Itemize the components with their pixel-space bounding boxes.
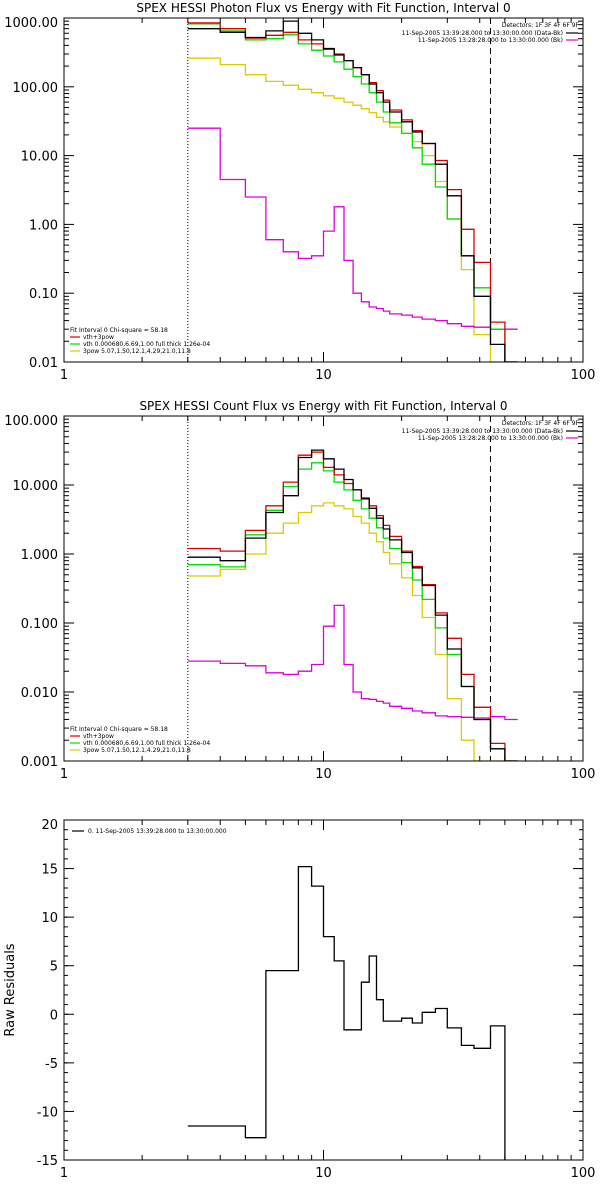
series-line-vth bbox=[187, 462, 518, 761]
y-tick-label: -5 bbox=[45, 1057, 58, 1072]
y-tick-label: 0.010 bbox=[21, 686, 58, 701]
legend-entry: 11-Sep-2005 13:28:28.000 to 13:30:00.000… bbox=[418, 37, 563, 44]
legend-entry: 11-Sep-2005 13:39:28.000 to 13:30:00.000… bbox=[402, 428, 563, 435]
y-tick-label: -10 bbox=[37, 1105, 58, 1120]
series-group bbox=[187, 18, 518, 362]
legend-entry: 3pow 5.07,1.50,12.1,4.29,21.0,11.8 bbox=[83, 747, 191, 754]
legend-entry: 11-Sep-2005 13:39:28.000 to 13:30:00.000… bbox=[402, 30, 563, 37]
y-tick-label: 1.00 bbox=[29, 218, 58, 233]
y-tick-label: 5 bbox=[50, 960, 58, 975]
y-tick-label: 10 bbox=[41, 911, 58, 926]
series-line-bk bbox=[187, 604, 518, 721]
legend-header: Detectors: 1F 3F 4F 6F 9F bbox=[502, 420, 580, 427]
legend-entry: 11-Sep-2005 13:28:28.000 to 13:30:00.000… bbox=[418, 435, 563, 442]
y-tick-label: 10.00 bbox=[21, 150, 58, 165]
y-tick-label: 15 bbox=[41, 863, 58, 878]
x-tick-label: 100 bbox=[571, 767, 596, 782]
chart-title: SPEX HESSI Photon Flux vs Energy with Fi… bbox=[136, 1, 510, 15]
y-tick-label: 100.000 bbox=[4, 414, 58, 429]
chart-title: SPEX HESSI Count Flux vs Energy with Fit… bbox=[139, 399, 507, 413]
x-tick-label: 10 bbox=[315, 1166, 332, 1181]
series-line-bk bbox=[187, 127, 518, 330]
chart-panel-1: SPEX HESSI Photon Flux vs Energy with Fi… bbox=[4, 1, 595, 383]
series-group bbox=[187, 416, 518, 761]
legend-entry: 3pow 5.07,1.50,12.1,4.29,21.0,11.8 bbox=[83, 348, 191, 355]
series-line-total bbox=[187, 20, 518, 362]
y-tick-label: 1.000 bbox=[21, 548, 58, 563]
legend-header: Fit Interval 0 Chi-square = 58.18 bbox=[70, 726, 168, 733]
y-tick-label: 1000.00 bbox=[4, 16, 58, 31]
series-line-vth bbox=[187, 23, 518, 362]
series-group bbox=[187, 865, 506, 1160]
y-tick-label: -15 bbox=[37, 1154, 58, 1169]
x-tick-label: 1 bbox=[60, 368, 68, 383]
x-tick-label: 10 bbox=[315, 368, 332, 383]
chart-panel-3: 1 10 100 20 15 10 5 0 -5 -10 -15 Raw Residuals 0. 11… bbox=[3, 818, 595, 1181]
series-line-total bbox=[187, 449, 518, 761]
series-line-total bbox=[187, 865, 506, 1160]
legend-entry: 0. 11-Sep-2005 13:39:28.000 to 13:30:00.… bbox=[88, 828, 227, 835]
x-tick-label: 10 bbox=[315, 767, 332, 782]
x-tick-label: 1 bbox=[60, 1166, 68, 1181]
legend-entry: vth+3pow bbox=[83, 733, 114, 740]
x-tick-label: 100 bbox=[571, 1166, 596, 1181]
x-tick-label: 1 bbox=[60, 767, 68, 782]
y-axis-label: Raw Residuals bbox=[3, 943, 18, 1036]
legend-entry: vth+3pow bbox=[83, 334, 114, 341]
series-line-vth-3pow bbox=[187, 451, 518, 761]
legend-entry: vth 0.000680,6.69,1.00 full thick 1.26e-… bbox=[83, 341, 210, 348]
y-tick-label: 0.100 bbox=[21, 617, 58, 632]
y-tick-label: 0.01 bbox=[29, 356, 58, 371]
x-tick-label: 100 bbox=[571, 368, 596, 383]
legend-header: Fit Interval 0 Chi-square = 58.18 bbox=[70, 327, 168, 334]
y-tick-label: 10.000 bbox=[13, 479, 59, 494]
y-tick-label: 100.00 bbox=[13, 81, 59, 96]
y-tick-label: 0.001 bbox=[21, 755, 58, 770]
series-line-vth-3pow bbox=[187, 22, 518, 362]
chart-panel-2: SPEX HESSI Count Flux vs Energy with Fit… bbox=[4, 399, 595, 782]
series-line-3pow bbox=[187, 57, 518, 362]
y-tick-label: 0.10 bbox=[29, 287, 58, 302]
legend-header: Detectors: 1F 3F 4F 6F 9F bbox=[502, 22, 580, 29]
legend-entry: vth 0.000680,6.69,1.00 full thick 1.26e-… bbox=[83, 740, 210, 747]
y-tick-label: 20 bbox=[41, 818, 58, 833]
series-line-3pow bbox=[187, 502, 518, 761]
y-tick-label: 0 bbox=[50, 1008, 58, 1023]
plot-frame bbox=[63, 17, 584, 363]
